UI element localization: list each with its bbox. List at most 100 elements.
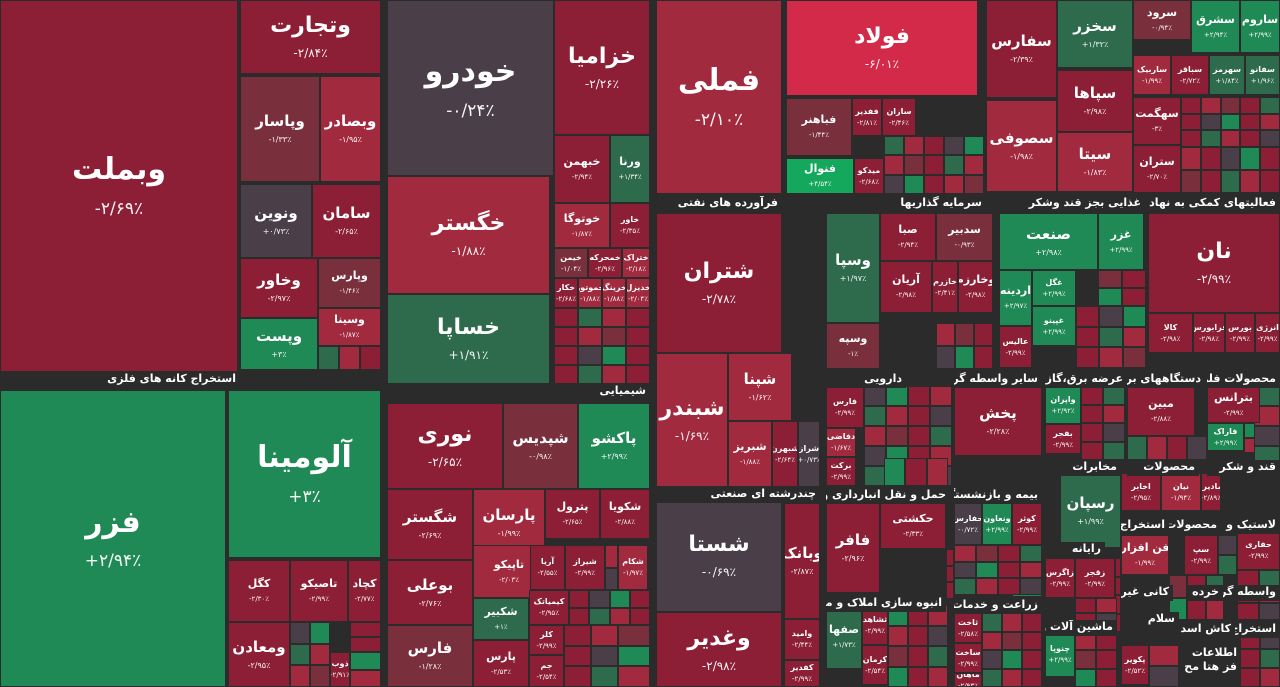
minor-stock-tile[interactable] xyxy=(602,308,626,327)
stock-tile[interactable]: اخابر -۲/۹۵٪ xyxy=(1121,473,1161,511)
minor-stock-tile[interactable] xyxy=(1181,113,1201,131)
minor-stock-tile[interactable] xyxy=(1218,535,1237,555)
stock-tile[interactable]: کلر -۲/۹۹٪ xyxy=(529,625,564,655)
minor-stock-tile[interactable] xyxy=(926,458,948,486)
stock-tile[interactable]: واپران +۲/۹۲٪ xyxy=(1045,386,1081,424)
minor-stock-tile[interactable] xyxy=(578,346,602,365)
minor-stock-tile[interactable] xyxy=(1022,631,1042,650)
stock-tile[interactable]: ماهان -۲/۹۳٪ xyxy=(954,673,982,687)
minor-stock-tile[interactable] xyxy=(1147,436,1167,460)
minor-stock-tile[interactable] xyxy=(905,458,927,486)
minor-stock-tile[interactable] xyxy=(964,174,984,194)
minor-stock-tile[interactable] xyxy=(609,590,630,608)
minor-stock-tile[interactable] xyxy=(1187,436,1207,460)
minor-stock-tile[interactable] xyxy=(1220,170,1241,193)
minor-stock-tile[interactable] xyxy=(982,668,1002,687)
stock-tile[interactable]: اردینه +۲/۹۷٪ xyxy=(999,270,1032,326)
stock-tile[interactable]: سباقر -۲/۷۲٪ xyxy=(1171,55,1209,95)
minor-stock-tile[interactable] xyxy=(1240,668,1260,687)
stock-tile[interactable]: سپ -۲/۹۹٪ xyxy=(1184,535,1218,575)
stock-tile[interactable]: خوتوگا -۱/۸۷٪ xyxy=(554,203,610,248)
stock-tile[interactable]: بوعلی -۲/۷۶٪ xyxy=(387,560,473,625)
stock-tile[interactable]: وتجارت -۲/۸۴٪ xyxy=(240,0,381,74)
minor-stock-tile[interactable] xyxy=(1099,306,1123,327)
minor-stock-tile[interactable] xyxy=(1103,386,1125,405)
stock-tile[interactable]: شیراز -۲/۹۹٪ xyxy=(565,545,605,590)
stock-tile[interactable]: وسینا -۱/۸۷٪ xyxy=(318,308,381,346)
stock-tile[interactable]: بترانس -۲/۹۹٪ xyxy=(1207,386,1260,423)
minor-stock-tile[interactable] xyxy=(888,646,908,667)
stock-tile[interactable]: غپینو +۲/۹۹٪ xyxy=(1032,306,1076,346)
stock-tile[interactable]: وامید -۲/۴۴٪ xyxy=(784,619,820,660)
minor-stock-tile[interactable] xyxy=(1240,170,1261,193)
minor-stock-tile[interactable] xyxy=(1127,436,1147,460)
minor-stock-tile[interactable] xyxy=(1220,130,1241,147)
minor-stock-tile[interactable] xyxy=(1237,603,1259,620)
minor-stock-tile[interactable] xyxy=(1240,113,1261,131)
minor-stock-tile[interactable] xyxy=(1200,170,1221,193)
minor-stock-tile[interactable] xyxy=(1149,645,1179,666)
minor-stock-tile[interactable] xyxy=(1022,650,1042,669)
minor-stock-tile[interactable] xyxy=(609,607,630,625)
minor-stock-tile[interactable] xyxy=(1220,147,1241,170)
minor-stock-tile[interactable] xyxy=(1081,423,1103,442)
minor-stock-tile[interactable] xyxy=(1240,97,1261,114)
minor-stock-tile[interactable] xyxy=(936,323,955,346)
stock-tile[interactable]: وپست +۳٪ xyxy=(240,318,318,370)
minor-stock-tile[interactable] xyxy=(578,365,602,384)
minor-stock-tile[interactable] xyxy=(626,308,650,327)
stock-tile[interactable]: حکشتی -۲/۳۳٪ xyxy=(880,503,946,549)
minor-stock-tile[interactable] xyxy=(1200,130,1221,147)
minor-stock-tile[interactable] xyxy=(946,565,954,583)
minor-stock-tile[interactable] xyxy=(1096,650,1117,669)
minor-stock-tile[interactable] xyxy=(888,625,908,646)
minor-stock-tile[interactable] xyxy=(1260,97,1280,114)
stock-tile[interactable]: سشرق +۲/۹۴٪ xyxy=(1191,0,1240,53)
stock-tile[interactable]: فنوال +۴/۵۴٪ xyxy=(786,158,854,194)
minor-stock-tile[interactable] xyxy=(928,625,948,646)
stock-tile[interactable]: شراز +۰/۷۳٪ xyxy=(798,421,820,487)
stock-tile[interactable]: رسپان +۱/۹۹٪ xyxy=(1060,473,1121,548)
stock-tile[interactable]: برکت -۲/۹۹٪ xyxy=(826,457,856,486)
minor-stock-tile[interactable] xyxy=(1075,650,1096,669)
stock-tile[interactable]: فولاد -۶/۰۱٪ xyxy=(786,0,978,96)
minor-stock-tile[interactable] xyxy=(1260,130,1280,147)
minor-stock-tile[interactable] xyxy=(888,666,908,687)
minor-stock-tile[interactable] xyxy=(310,622,330,644)
stock-tile[interactable]: ففدیر -۲/۸۱٪ xyxy=(852,98,882,136)
minor-stock-tile[interactable] xyxy=(1260,649,1280,668)
stock-tile[interactable]: ومعادن -۲/۹۵٪ xyxy=(228,622,290,687)
stock-tile[interactable]: آریان -۲/۹۸٪ xyxy=(880,261,932,313)
minor-stock-tile[interactable] xyxy=(1149,666,1179,687)
stock-tile[interactable]: وپارس -۱/۴۶٪ xyxy=(318,258,381,308)
minor-stock-tile[interactable] xyxy=(1081,386,1103,405)
minor-stock-tile[interactable] xyxy=(629,607,650,625)
stock-tile[interactable]: نیان -۱/۹۴٪ xyxy=(1161,473,1201,511)
minor-stock-tile[interactable] xyxy=(1096,598,1117,613)
minor-stock-tile[interactable] xyxy=(554,327,578,346)
minor-stock-tile[interactable] xyxy=(955,323,974,346)
minor-stock-tile[interactable] xyxy=(1200,147,1221,170)
minor-stock-tile[interactable] xyxy=(864,426,886,446)
minor-stock-tile[interactable] xyxy=(1076,306,1100,327)
minor-stock-tile[interactable] xyxy=(569,590,590,608)
minor-stock-tile[interactable] xyxy=(1260,113,1280,131)
stock-tile[interactable]: سفارس -۲/۳۹٪ xyxy=(986,0,1057,98)
minor-stock-tile[interactable] xyxy=(578,327,602,346)
minor-stock-tile[interactable] xyxy=(886,406,908,426)
stock-tile[interactable]: ونعاون +۲/۹۹٪ xyxy=(982,503,1012,545)
minor-stock-tile[interactable] xyxy=(930,386,952,406)
stock-tile[interactable]: وسپه -۱٪ xyxy=(826,323,880,369)
minor-stock-tile[interactable] xyxy=(1098,270,1122,288)
minor-stock-tile[interactable] xyxy=(569,607,590,625)
minor-stock-tile[interactable] xyxy=(930,406,952,426)
minor-stock-tile[interactable] xyxy=(1099,326,1123,348)
minor-stock-tile[interactable] xyxy=(1020,545,1042,562)
stock-tile[interactable]: ذوب -۲/۹۱٪ xyxy=(330,652,350,687)
minor-stock-tile[interactable] xyxy=(944,174,964,194)
minor-stock-tile[interactable] xyxy=(982,613,1002,632)
stock-tile[interactable]: سصوفی -۱/۹۸٪ xyxy=(986,100,1057,192)
minor-stock-tile[interactable] xyxy=(589,590,610,608)
minor-stock-tile[interactable] xyxy=(886,386,908,406)
stock-tile[interactable]: وبانک -۲/۸۷٪ xyxy=(784,503,820,619)
